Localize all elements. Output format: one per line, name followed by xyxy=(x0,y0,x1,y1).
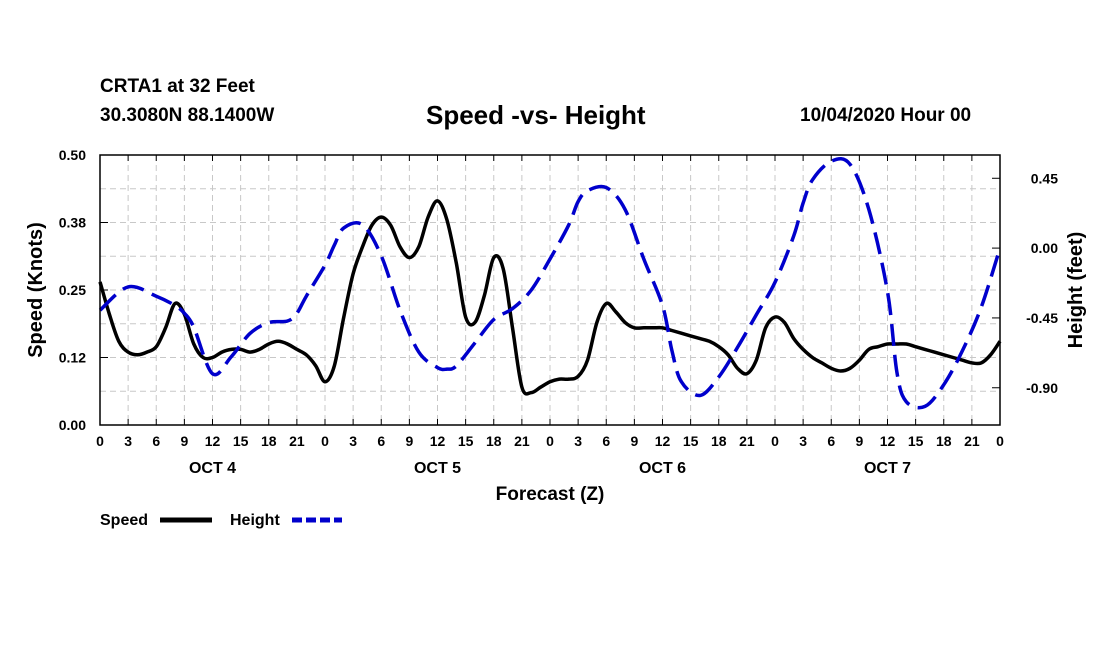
x-tick-label: 12 xyxy=(655,433,671,449)
x-tick-label: 15 xyxy=(458,433,474,449)
y2-tick-label: -0.90 xyxy=(1026,380,1058,396)
x-tick-label: 6 xyxy=(602,433,610,449)
x-tick-label: 12 xyxy=(430,433,446,449)
axis-ticks: 0 3 6 9 12 15 18 21 0 3 6 9 12 15 18 21 0 3 6 9 12 15 18 21 0 3 6 9… xyxy=(59,147,1058,477)
x-tick-label: 21 xyxy=(514,433,530,449)
legend-speed-label: Speed xyxy=(100,512,148,529)
day-label: OCT 5 xyxy=(414,460,461,477)
grid-lines xyxy=(100,155,1000,425)
y2-tick-label: -0.45 xyxy=(1026,310,1058,326)
x-tick-label: 9 xyxy=(855,433,863,449)
series-line-height xyxy=(98,157,1002,410)
x-tick-label: 12 xyxy=(880,433,896,449)
x-tick-label: 18 xyxy=(261,433,277,449)
x-tick-label: 9 xyxy=(630,433,638,449)
x-tick-label: 9 xyxy=(405,433,413,449)
x-tick-label: 6 xyxy=(152,433,160,449)
y2-tick-label: 0.00 xyxy=(1031,240,1058,256)
legend-height-label: Height xyxy=(230,512,280,529)
station-name: CRTA1 at 32 Feet xyxy=(100,76,255,97)
legend: Speed Height xyxy=(100,512,342,529)
x-tick-label: 6 xyxy=(827,433,835,449)
y-tick-label: 0.00 xyxy=(59,417,86,433)
x-tick-label: 3 xyxy=(349,433,357,449)
x-tick-label: 9 xyxy=(180,433,188,449)
day-label: OCT 7 xyxy=(864,460,911,477)
y2-axis-label: Height (feet) xyxy=(1065,232,1087,349)
forecast-timestamp: 10/04/2020 Hour 00 xyxy=(800,105,972,126)
x-tick-label: 3 xyxy=(124,433,132,449)
x-tick-label: 18 xyxy=(711,433,727,449)
data-series xyxy=(98,157,1002,410)
x-tick-label: 0 xyxy=(96,433,104,449)
x-axis-label: Forecast (Z) xyxy=(496,484,605,505)
y2-tick-label: 0.45 xyxy=(1031,170,1058,186)
station-coordinates: 30.3080N 88.1400W xyxy=(100,105,275,126)
x-tick-label: 0 xyxy=(771,433,779,449)
x-tick-label: 15 xyxy=(683,433,699,449)
x-tick-label: 15 xyxy=(233,433,249,449)
x-tick-label: 3 xyxy=(574,433,582,449)
y-tick-label: 0.25 xyxy=(59,282,86,298)
x-tick-label: 15 xyxy=(908,433,924,449)
day-label: OCT 6 xyxy=(639,460,686,477)
x-tick-label: 0 xyxy=(996,433,1004,449)
x-tick-label: 21 xyxy=(964,433,980,449)
x-tick-label: 3 xyxy=(799,433,807,449)
x-tick-label: 12 xyxy=(205,433,221,449)
y-tick-label: 0.12 xyxy=(59,350,86,366)
chart-title: Speed -vs- Height xyxy=(426,100,646,130)
day-label: OCT 4 xyxy=(189,460,236,477)
x-tick-label: 18 xyxy=(936,433,952,449)
x-tick-label: 18 xyxy=(486,433,502,449)
x-tick-label: 6 xyxy=(377,433,385,449)
y-tick-label: 0.50 xyxy=(59,147,86,163)
x-tick-label: 0 xyxy=(321,433,329,449)
y-axis-label: Speed (Knots) xyxy=(25,222,47,358)
x-tick-label: 21 xyxy=(739,433,755,449)
series-line-speed xyxy=(98,199,1002,396)
y-tick-label: 0.38 xyxy=(59,215,86,231)
x-tick-label: 0 xyxy=(546,433,554,449)
x-tick-label: 21 xyxy=(289,433,305,449)
